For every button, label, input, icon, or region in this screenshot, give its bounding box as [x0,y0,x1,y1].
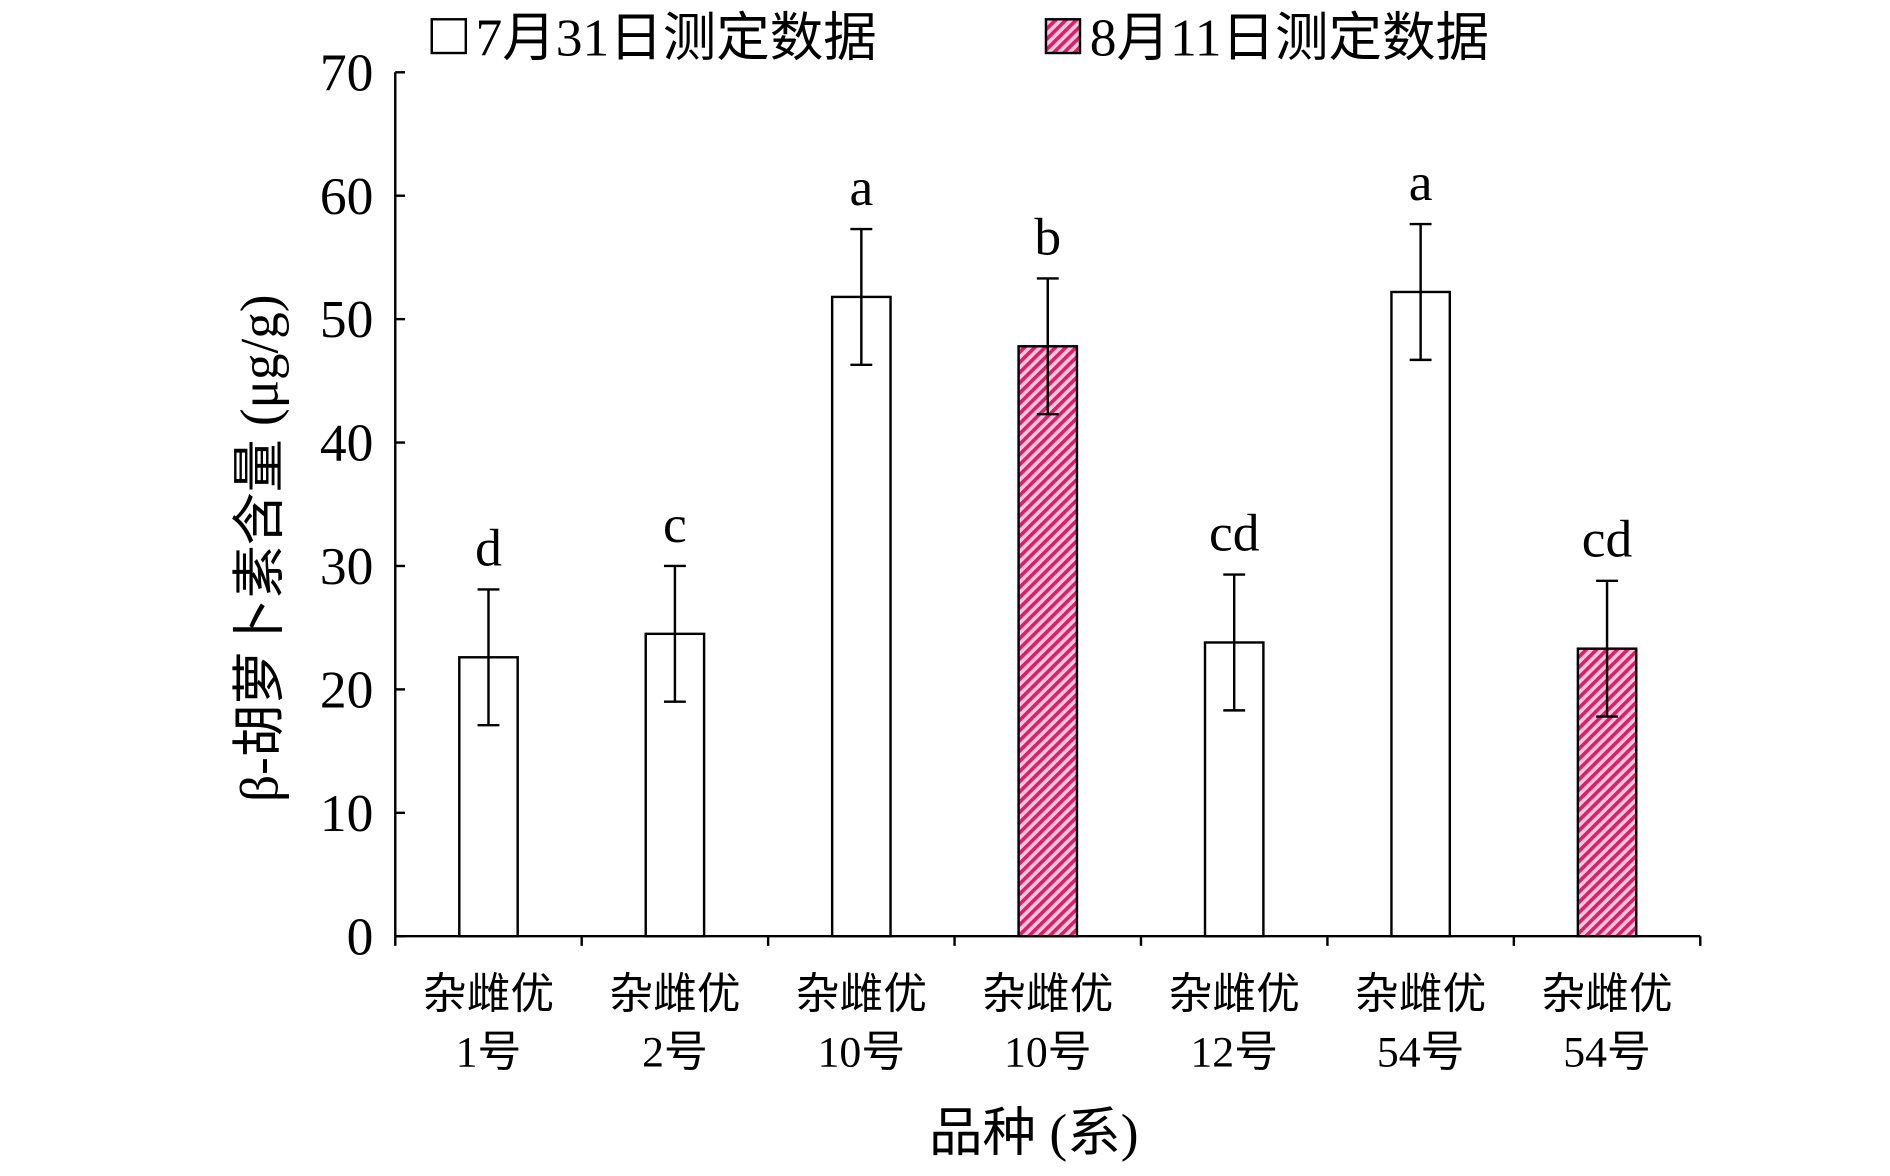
significance-label: a [1409,153,1433,212]
legend-label: 8月11日测定数据 [1090,9,1489,68]
legend-swatch [430,18,468,55]
x-axis-label: 品种 (系) [929,1104,1139,1163]
y-tick-label: 10 [320,784,373,843]
x-tick-label: 杂雌优 [1355,971,1486,1019]
significance-label: c [663,495,687,554]
x-tick-label: 12号 [1190,1029,1278,1077]
y-tick-label: 50 [320,290,373,349]
y-axis-label: β-胡萝卜素含量 (μg/g) [230,295,289,802]
x-tick-label: 54号 [1377,1029,1465,1077]
x-tick-label: 杂雌优 [423,971,554,1019]
x-tick-label: 杂雌优 [1541,971,1672,1019]
bar [830,295,892,938]
bar [1017,345,1079,938]
y-tick-label: 60 [320,167,373,226]
legend-label: 7月31日测定数据 [476,9,877,68]
x-tick-label: 10号 [818,1029,906,1077]
y-tick-label: 20 [320,661,373,720]
y-tick-label: 30 [320,537,373,596]
significance-label: cd [1582,510,1632,569]
significance-label: cd [1209,504,1259,563]
x-tick-label: 杂雌优 [1169,971,1300,1019]
y-tick-label: 0 [347,908,374,967]
x-tick-label: 杂雌优 [982,971,1113,1019]
x-tick-label: 杂雌优 [609,971,740,1019]
x-tick-label: 10号 [1004,1029,1092,1077]
y-tick-label: 70 [320,44,373,103]
x-tick-label: 54号 [1563,1029,1651,1077]
x-tick-label: 2号 [642,1029,708,1077]
significance-label: b [1034,208,1061,267]
x-tick-label: 1号 [456,1029,522,1077]
significance-label: a [849,158,873,217]
x-tick-label: 杂雌优 [796,971,927,1019]
significance-label: d [475,519,502,578]
y-tick-label: 40 [320,414,373,473]
legend-swatch [1044,18,1082,55]
bar [1390,290,1452,938]
bar [1576,647,1638,938]
